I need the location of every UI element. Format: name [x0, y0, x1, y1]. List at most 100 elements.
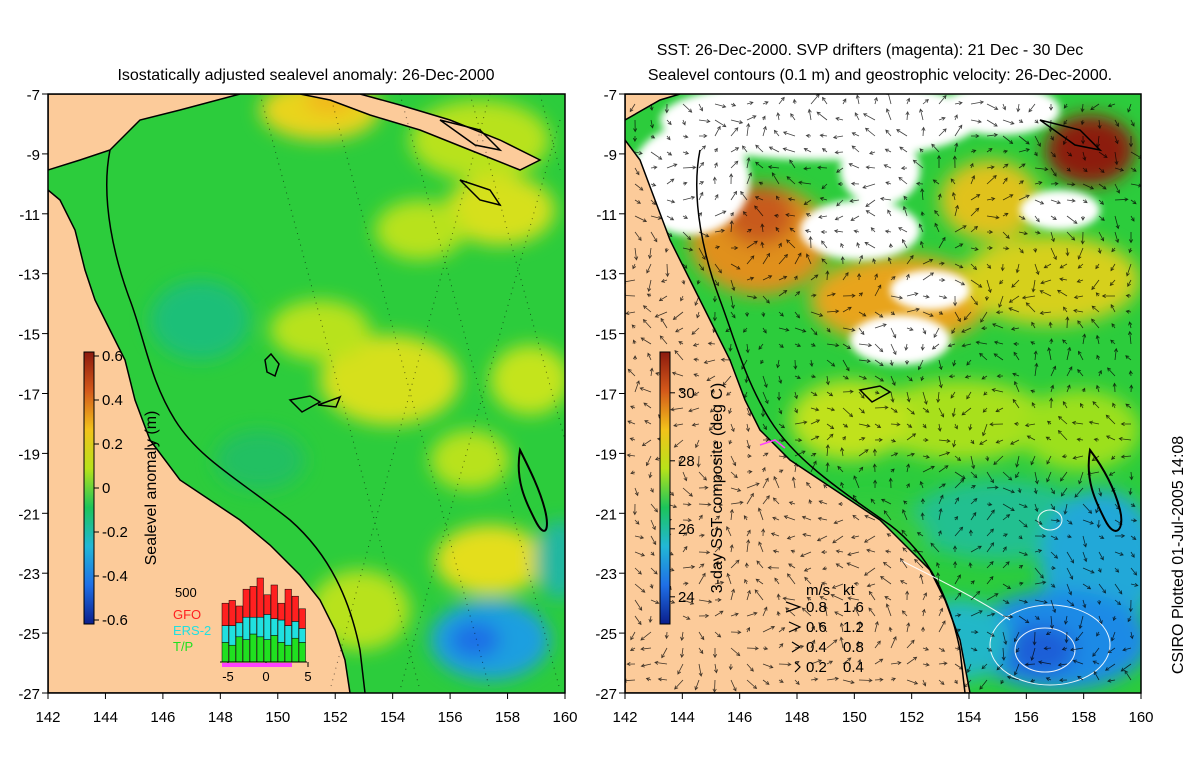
velocity-arrow: [858, 407, 865, 414]
velocity-arrow: [986, 230, 994, 235]
velocity-arrow: [922, 391, 928, 405]
velocity-arrow: [786, 573, 796, 585]
left-latitude-tick-label: -7: [27, 87, 40, 104]
velocity-arrow: [966, 663, 972, 674]
velocity-arrow: [858, 311, 867, 317]
velocity-arrow: [1128, 247, 1133, 254]
velocity-arrow: [890, 295, 904, 300]
velocity-arrow: [826, 676, 840, 681]
velocity-arrow: [1087, 471, 1100, 476]
velocity-arrow: [934, 209, 940, 217]
velocity-arrow: [682, 215, 689, 219]
velocity-arrow: [905, 110, 910, 121]
left-latitude-tick-label: -23: [18, 566, 40, 583]
velocity-arrow: [810, 677, 819, 682]
velocity-arrow: [906, 423, 913, 428]
velocity-arrow: [870, 227, 876, 233]
velocity-arrow: [650, 535, 657, 546]
velocity-arrow: [650, 231, 658, 243]
velocity-arrow: [1043, 263, 1052, 269]
velocity-arrow: [898, 227, 908, 233]
velocity-arrow: [645, 677, 652, 682]
velocity-arrow: [1037, 660, 1052, 665]
right-longitude-tick-label: 152: [899, 709, 924, 726]
velocity-arrow: [714, 162, 718, 169]
right-latitude-tick-label: -27: [595, 686, 617, 703]
velocity-arrow: [993, 455, 1004, 466]
velocity-arrow: [1112, 615, 1117, 622]
velocity-arrow: [1059, 471, 1068, 482]
velocity-arrow: [953, 560, 958, 569]
velocity-arrow: [786, 176, 796, 185]
velocity-arrow: [1071, 420, 1084, 425]
velocity-arrow: [634, 199, 642, 204]
velocity-arrow: [762, 477, 769, 489]
velocity-arrow: [698, 231, 710, 238]
velocity-arrow: [1066, 366, 1073, 377]
velocity-arrow: [905, 273, 910, 281]
histogram-bar-ers2: [270, 618, 278, 636]
velocity-arrow: [921, 126, 926, 137]
velocity-arrow: [1118, 436, 1132, 441]
velocity-arrow: [890, 391, 895, 403]
velocity-arrow: [970, 247, 979, 251]
velocity-arrow: [666, 231, 673, 238]
velocity-arrow: [646, 263, 652, 274]
velocity-arrow: [712, 648, 718, 659]
right-latitude-ticks: -7 -9 -11 -13 -15 -17 -19 -21 -23 -25 -27: [595, 87, 625, 703]
velocity-arrow: [826, 407, 836, 412]
velocity-arrow: [1002, 103, 1007, 111]
velocity-arrow: [954, 263, 964, 269]
velocity-arrow: [714, 546, 721, 553]
velocity-arrow: [1073, 308, 1084, 313]
sealevel-colorbar-tick-label: 0.4: [102, 392, 123, 409]
velocity-arrow: [986, 175, 997, 185]
velocity-arrow: [934, 222, 940, 233]
velocity-arrow: [698, 631, 705, 641]
papua-coast-land: [260, 94, 542, 171]
velocity-arrow: [858, 292, 864, 297]
histogram-bar-tp: [249, 633, 257, 663]
velocity-arrow: [770, 532, 780, 537]
velocity-arrow: [993, 353, 1004, 361]
histogram-bar-ers2: [221, 625, 229, 643]
velocity-arrow: [938, 128, 947, 137]
velocity-arrow: [992, 323, 1004, 329]
velocity-arrow: [1082, 333, 1087, 345]
velocity-arrow: [1078, 615, 1084, 630]
velocity-arrow: [726, 526, 732, 537]
velocity-arrow: [1078, 471, 1084, 485]
velocity-arrow: [902, 547, 908, 553]
velocity-arrow: [873, 479, 878, 489]
velocity-arrow: [884, 549, 892, 554]
velocity-arrow: [730, 119, 744, 125]
velocity-arrow: [1048, 104, 1054, 111]
velocity-arrow: [1050, 181, 1059, 186]
velocity-arrow: [874, 273, 878, 281]
velocity-arrow: [1130, 167, 1137, 172]
velocity-arrow: [772, 516, 780, 521]
velocity-arrow: [698, 502, 712, 507]
velocity-arrow: [922, 646, 930, 651]
velocity-arrow: [682, 119, 686, 126]
velocity-arrow: [713, 439, 718, 446]
velocity-arrow: [834, 215, 844, 221]
velocity-arrow: [762, 423, 767, 431]
velocity-arrow: [1010, 326, 1020, 331]
velocity-arrow: [1082, 503, 1093, 514]
velocity-arrow: [1127, 103, 1132, 113]
velocity-arrow: [730, 455, 737, 467]
velocity-arrow: [794, 679, 800, 686]
velocity-arrow: [1065, 316, 1070, 329]
velocity-arrow: [1013, 380, 1020, 393]
velocity-arrow: [857, 272, 862, 281]
velocity-arrow: [906, 391, 911, 403]
histogram-bar-ers2: [263, 614, 271, 640]
histogram-bar-ers2: [284, 625, 292, 646]
velocity-arrow: [817, 165, 828, 170]
velocity-arrow: [969, 162, 974, 169]
velocity-arrow: [968, 562, 973, 569]
velocity-arrow: [1076, 437, 1084, 442]
velocity-arrow: [714, 502, 723, 507]
velocity-arrow: [890, 327, 897, 339]
